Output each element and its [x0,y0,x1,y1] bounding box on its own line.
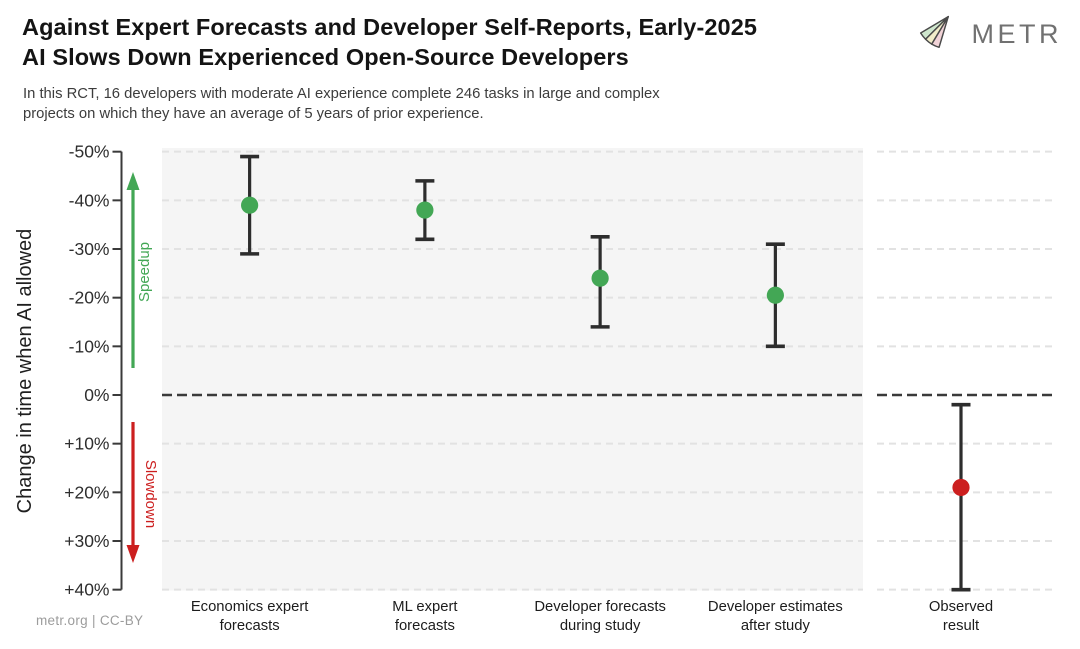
x-label-economics-expert-forecasts-line2: forecasts [220,618,280,634]
y-tick-label--40: -40% [69,190,110,210]
observed-panel-background [877,148,1053,591]
x-label-ml-expert-forecasts-line1: ML expert [392,599,457,615]
page-title-line1: Against Expert Forecasts and Developer S… [22,14,758,40]
slowdown-arrowhead-icon [126,545,140,563]
subtitle-line2: projects on which they have an average o… [23,106,484,122]
y-tick-label-10: +10% [64,434,109,454]
x-label-developer-estimates-after-study-line2: after study [741,618,811,634]
main-panel-background [162,148,863,591]
y-tick-label--10: -10% [69,336,110,356]
metr-fan-icon [919,15,949,49]
point-observed-result [952,478,970,497]
y-tick-label-20: +20% [64,482,109,502]
y-tick-label-0: 0% [84,385,109,405]
point-developer-estimates-after-study [766,286,784,304]
y-tick-label-30: +30% [64,531,109,551]
point-economics-expert-forecasts [241,196,259,214]
point-ml-expert-forecasts [416,201,434,219]
speedup-label: Speedup [136,242,153,302]
x-label-developer-estimates-after-study-line1: Developer estimates [708,599,843,615]
y-tick-label-40: +40% [64,580,109,600]
y-tick-label--50: -50% [69,142,110,162]
y-axis-title: Change in time when AI allowed [14,229,36,514]
page-title-line2: AI Slows Down Experienced Open-Source De… [22,44,629,70]
y-tick-label--20: -20% [69,288,110,308]
x-label-developer-forecasts-during-study-line1: Developer forecasts [534,599,666,615]
x-label-ml-expert-forecasts-line2: forecasts [395,618,455,634]
page-title: Against Expert Forecasts and Developer S… [22,12,757,72]
x-label-developer-forecasts-during-study-line2: during study [560,618,641,634]
page-subtitle: In this RCT, 16 developers with moderate… [23,84,660,124]
speedup-arrowhead-icon [126,172,140,190]
y-tick-label--30: -30% [69,239,110,259]
attribution: metr.org | CC-BY [36,613,144,628]
metr-logo: METR [918,13,1063,55]
subtitle-line1: In this RCT, 16 developers with moderate… [23,86,660,102]
x-label-economics-expert-forecasts-line1: Economics expert [191,599,309,615]
metr-wordmark: METR [971,18,1062,49]
point-developer-forecasts-during-study [591,269,609,287]
slowdown-label: Slowdown [142,460,159,528]
x-label-observed-result-line2: result [943,618,979,634]
x-label-observed-result-line1: Observed [929,599,993,615]
